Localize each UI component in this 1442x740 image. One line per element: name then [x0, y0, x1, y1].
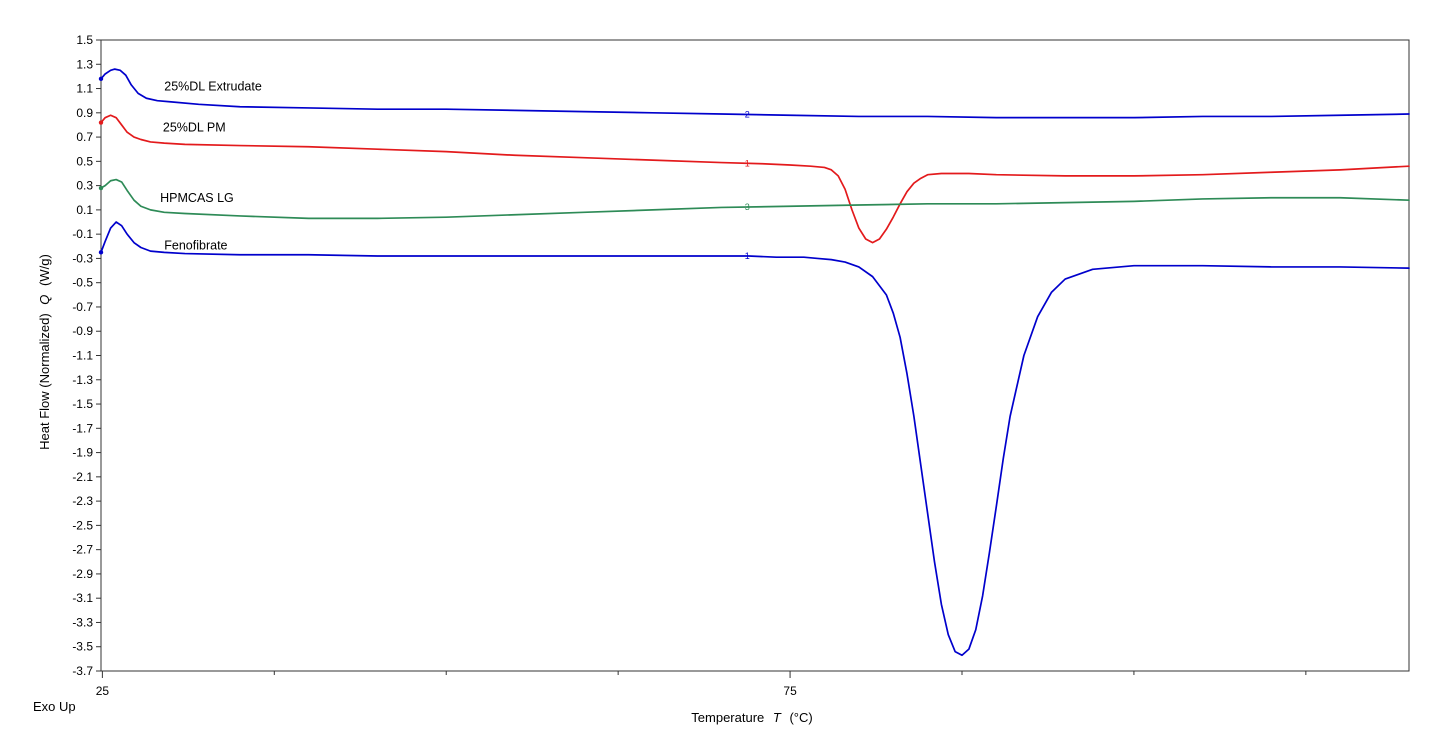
- series-marker-25-dl-extrudate: 2: [745, 110, 750, 120]
- y-tick-label: -3.7: [72, 664, 93, 678]
- y-axis-title-unit: (W/g): [37, 254, 52, 286]
- exo-up-note: Exo Up: [33, 699, 76, 714]
- y-tick-label: -2.7: [72, 543, 93, 557]
- y-tick-label: -1.7: [72, 421, 93, 435]
- y-tick-label: 0.7: [76, 130, 93, 144]
- series-marker-25-dl-pm: 1: [745, 158, 750, 168]
- series-start-point-25-dl-pm: [98, 120, 104, 125]
- series-layer: 25%DL Extrudate 2 25%DL PM 1 HPMCAS LG 3 Fenof…: [98, 68, 1410, 657]
- y-axis-title: Heat Flow (Normalized) Q (W/g): [37, 254, 52, 450]
- y-tick-label: 1.1: [76, 82, 93, 96]
- series-label-25-dl-pm: 25%DL PM: [163, 120, 226, 134]
- y-tick-label: -2.1: [72, 470, 93, 484]
- series-line-25-dl-pm: [100, 114, 1410, 244]
- y-tick-label: -1.3: [72, 373, 93, 387]
- y-tick-label: -0.7: [72, 300, 93, 314]
- series-line-fenofibrate: [100, 221, 1410, 657]
- y-axis-title-text: Heat Flow (Normalized): [37, 313, 52, 450]
- series-marker-fenofibrate: 1: [745, 251, 750, 261]
- x-tick-label: 25: [96, 684, 110, 698]
- series-start-point-fenofibrate: [98, 250, 104, 255]
- x-axis-title-symbol: T: [773, 710, 782, 725]
- y-tick-label: -2.9: [72, 567, 93, 581]
- series-marker-hpmcas-lg: 3: [745, 202, 750, 212]
- y-tick-label: 0.5: [76, 154, 93, 168]
- y-tick-label: 1.5: [76, 33, 93, 47]
- y-axis-title-symbol: Q: [37, 295, 52, 305]
- x-tick-label: 75: [783, 684, 797, 698]
- y-tick-label: 1.3: [76, 57, 93, 71]
- y-tick-label: -0.9: [72, 324, 93, 338]
- y-tick-label: -1.1: [72, 349, 93, 363]
- y-tick-label: 0.1: [76, 203, 93, 217]
- y-tick-label: -0.3: [72, 251, 93, 265]
- series-label-25-dl-extrudate: 25%DL Extrudate: [164, 80, 262, 94]
- y-tick-label: -3.1: [72, 591, 93, 605]
- y-tick-label: -1.9: [72, 446, 93, 460]
- y-tick-label: 0.3: [76, 179, 93, 193]
- y-tick-label: -2.3: [72, 494, 93, 508]
- series-line-hpmcas-lg: [100, 178, 1410, 220]
- y-tick-label: -0.1: [72, 227, 93, 241]
- y-tick-label: 0.9: [76, 106, 93, 120]
- y-tick-label: -0.5: [72, 276, 93, 290]
- y-tick-label: -3.3: [72, 615, 93, 629]
- y-tick-label: -3.5: [72, 640, 93, 654]
- y-tick-label: -1.5: [72, 397, 93, 411]
- series-label-hpmcas-lg: HPMCAS LG: [160, 191, 234, 205]
- series-start-point-25-dl-extrudate: [98, 76, 104, 82]
- series-label-fenofibrate: Fenofibrate: [164, 239, 227, 253]
- plot-frame: [100, 39, 1410, 672]
- x-axis-title-text: Temperature: [691, 710, 764, 725]
- x-axis: 25 75: [96, 671, 1307, 698]
- y-axis: 1.5 1.3 1.1 0.9 0.7 0.5 0.3 0.1 -0.1 -0.3 -0.5 -0.7…: [72, 33, 101, 678]
- x-axis-title-unit: (°C): [789, 710, 812, 725]
- x-axis-title: Temperature T (°C): [691, 710, 812, 725]
- plot-area: [100, 39, 1410, 672]
- y-tick-label: -2.5: [72, 518, 93, 532]
- series-start-point-hpmcas-lg: [98, 185, 104, 191]
- series-line-25-dl-extrudate: [100, 68, 1410, 119]
